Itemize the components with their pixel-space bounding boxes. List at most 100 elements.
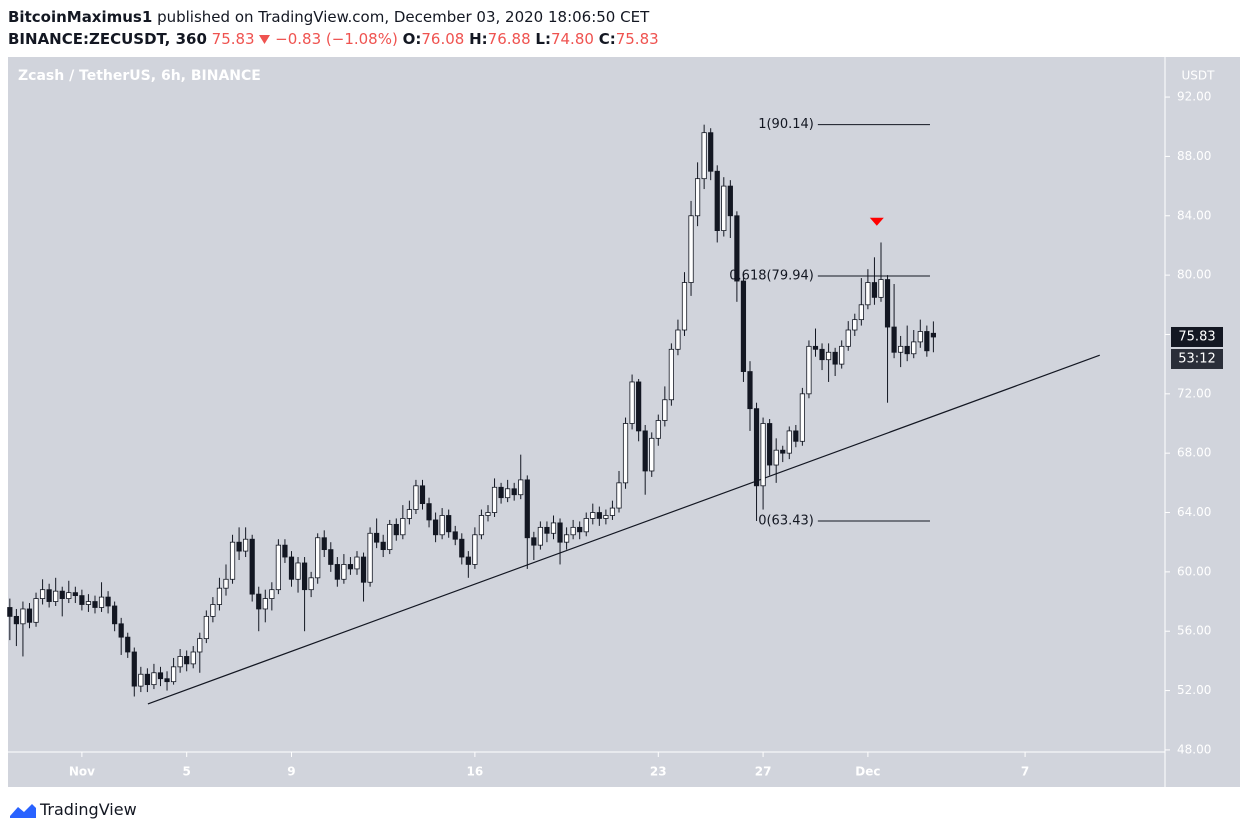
candle-body <box>753 408 760 487</box>
candle-body <box>681 282 688 331</box>
candle-body <box>662 399 668 421</box>
candle-body <box>721 185 727 232</box>
candle-body <box>236 541 242 552</box>
l-label: L: <box>535 30 551 48</box>
candle-body <box>701 132 707 180</box>
candle-body <box>472 534 478 565</box>
candle-body <box>767 423 773 466</box>
candle-body <box>714 170 720 232</box>
candle-body <box>708 132 714 172</box>
candle-body <box>609 507 616 516</box>
candle-body <box>439 515 445 536</box>
candle-body <box>216 587 223 605</box>
candle-body <box>39 589 46 599</box>
x-tick-label: Nov <box>69 765 95 779</box>
candle-body <box>7 607 13 617</box>
candle-body <box>72 592 78 597</box>
y-tick-label: 60.00 <box>1177 564 1211 578</box>
candle-body <box>256 593 262 610</box>
candle-body <box>524 479 530 539</box>
candle-body <box>374 532 380 543</box>
candle-body <box>190 651 196 665</box>
candle-body <box>839 345 845 365</box>
candle-body <box>930 332 936 338</box>
y-axis-label: USDT <box>1182 69 1216 83</box>
candle-body <box>852 319 858 331</box>
candle-body <box>20 608 26 625</box>
candle-body <box>26 608 33 623</box>
candle-body <box>151 672 157 686</box>
l-value: 74.80 <box>550 30 594 48</box>
candle-body <box>511 488 517 496</box>
candle-body <box>603 515 609 519</box>
candle-body <box>655 420 661 439</box>
y-tick-label: 56.00 <box>1177 624 1211 638</box>
candle-body <box>138 673 144 687</box>
candle-body <box>740 280 747 372</box>
candle-body <box>419 485 426 505</box>
candle-body <box>98 596 105 608</box>
y-tick-label: 92.00 <box>1177 90 1211 104</box>
o-value: 76.08 <box>421 30 465 48</box>
brand: TradingView <box>40 800 137 819</box>
candle-body <box>229 541 236 580</box>
candle-body <box>642 430 648 472</box>
price-tag <box>1171 326 1223 347</box>
candle-body <box>786 430 792 454</box>
candle-body <box>825 351 832 361</box>
candle-body <box>92 601 98 608</box>
candle-body <box>898 345 904 353</box>
candle-body <box>793 430 799 442</box>
y-tick-label: 80.00 <box>1177 268 1211 282</box>
candle-body <box>157 672 164 680</box>
candle-body <box>904 345 910 355</box>
x-tick-label: 7 <box>1021 765 1029 779</box>
candle-body <box>727 185 733 217</box>
y-tick-label: 52.00 <box>1177 683 1211 697</box>
candle-body <box>459 538 465 558</box>
candle-body <box>577 526 583 533</box>
countdown: 53:12 <box>1178 351 1215 366</box>
chart: Zcash / TetherUS, 6h, BINANCE USDT 48.00… <box>7 57 1240 787</box>
candle-body <box>295 562 301 580</box>
candle-body <box>79 595 85 605</box>
candle-body <box>583 518 589 533</box>
candle-body <box>668 348 674 401</box>
candle-body <box>465 556 471 565</box>
candle-body <box>170 666 177 683</box>
candle-body <box>596 512 602 519</box>
chart-background <box>8 57 1240 787</box>
candle-body <box>321 537 327 551</box>
h-label: H: <box>469 30 488 48</box>
candle-body <box>760 423 766 487</box>
y-tick-label: 88.00 <box>1177 149 1211 163</box>
candle-body <box>812 345 819 350</box>
author: BitcoinMaximus1 <box>8 8 153 26</box>
candle-body <box>308 577 314 591</box>
candle-body <box>360 556 367 583</box>
candle-body <box>773 449 779 466</box>
candle-body <box>301 562 308 591</box>
candle-body <box>531 537 537 546</box>
x-tick-label: 23 <box>650 765 667 779</box>
candle-body <box>380 541 386 551</box>
candle-body <box>400 518 406 536</box>
candle-body <box>734 215 740 282</box>
candle-body <box>354 556 360 570</box>
fib-label: 0.618(79.94) <box>729 269 814 284</box>
candle-body <box>269 589 275 599</box>
candle-body <box>53 590 59 602</box>
x-tick-label: 9 <box>287 765 295 779</box>
candle-body <box>288 556 295 580</box>
candle-body <box>13 615 19 625</box>
candle-body <box>622 423 629 484</box>
candle-body <box>118 623 124 638</box>
candle-body <box>884 279 891 328</box>
candle-body <box>184 656 190 665</box>
candle-body <box>387 523 393 551</box>
candle-body <box>125 636 131 653</box>
candle-body <box>334 564 340 580</box>
candle-body <box>144 673 150 686</box>
candle-body <box>210 604 216 617</box>
